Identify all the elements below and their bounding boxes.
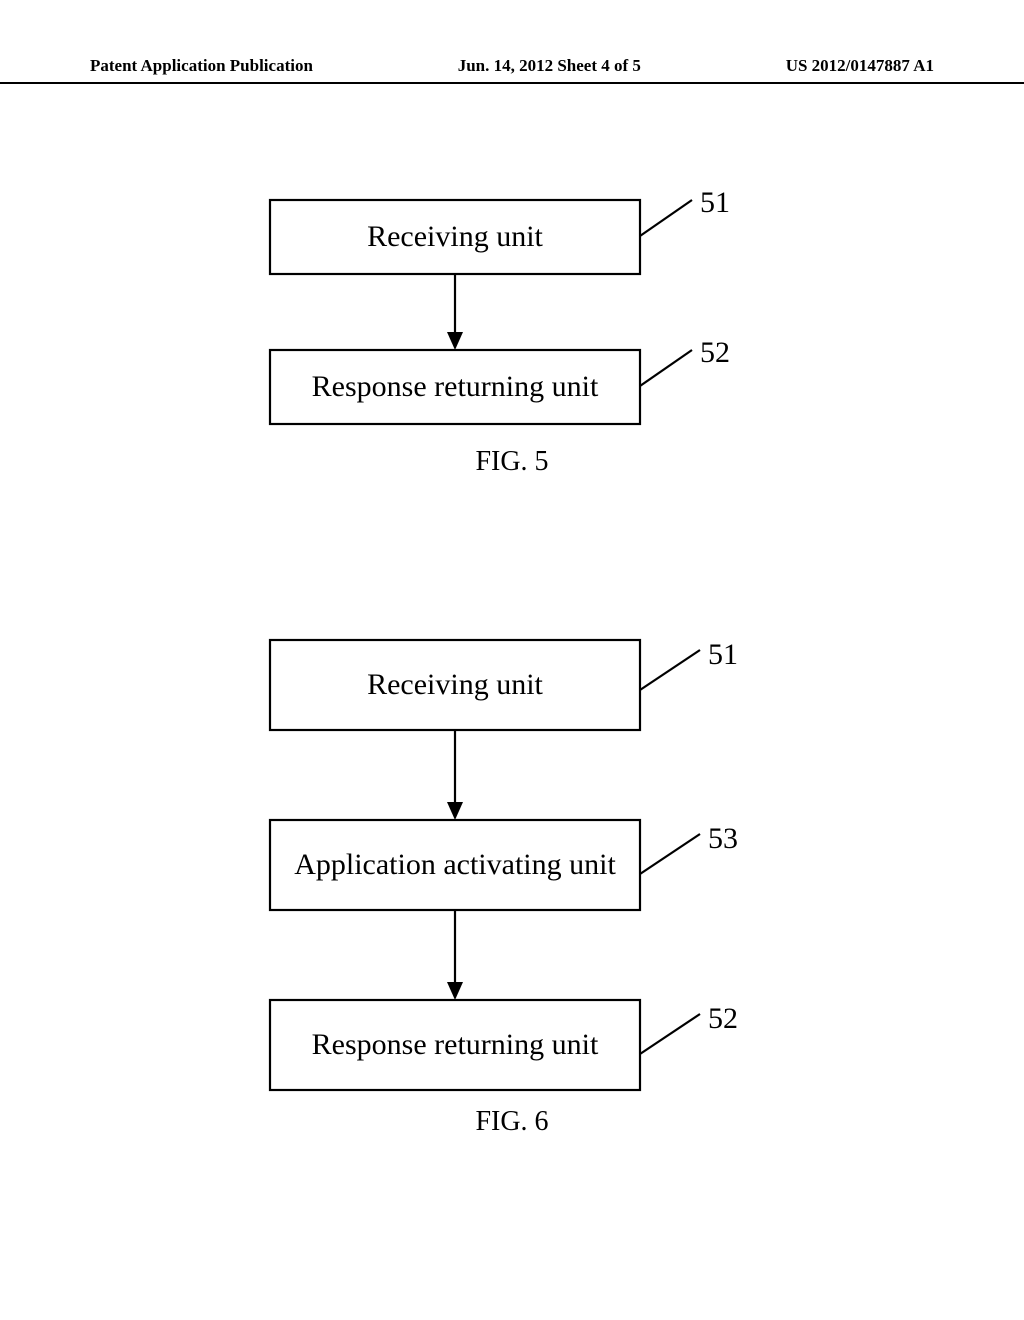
- flow-arrow-head: [447, 982, 463, 1000]
- ref-number: 51: [700, 186, 730, 219]
- figure-5: Receiving unit Response returning unit 51 5…: [270, 186, 730, 477]
- ref-leader-line: [640, 1014, 700, 1054]
- flow-box-label: Application activating unit: [294, 848, 616, 881]
- ref-number: 53: [708, 822, 738, 855]
- flow-box-label: Response returning unit: [312, 1028, 599, 1061]
- ref-leader-line: [640, 200, 692, 236]
- flow-box-label: Response returning unit: [312, 370, 599, 403]
- ref-leader-line: [640, 834, 700, 874]
- flow-box-label: Receiving unit: [367, 220, 543, 253]
- figures-canvas: Receiving unit Response returning unit 51 5…: [0, 0, 1024, 1320]
- ref-number: 52: [700, 336, 730, 369]
- ref-leader-line: [640, 350, 692, 386]
- figure-caption: FIG. 5: [475, 446, 548, 477]
- figure-caption: FIG. 6: [475, 1106, 548, 1137]
- flow-box-label: Receiving unit: [367, 668, 543, 701]
- ref-number: 52: [708, 1002, 738, 1035]
- flow-arrow-head: [447, 802, 463, 820]
- ref-number: 51: [708, 638, 738, 671]
- flow-arrow-head: [447, 332, 463, 350]
- ref-leader-line: [640, 650, 700, 690]
- figure-6: Receiving unit Application activating uni…: [270, 638, 738, 1137]
